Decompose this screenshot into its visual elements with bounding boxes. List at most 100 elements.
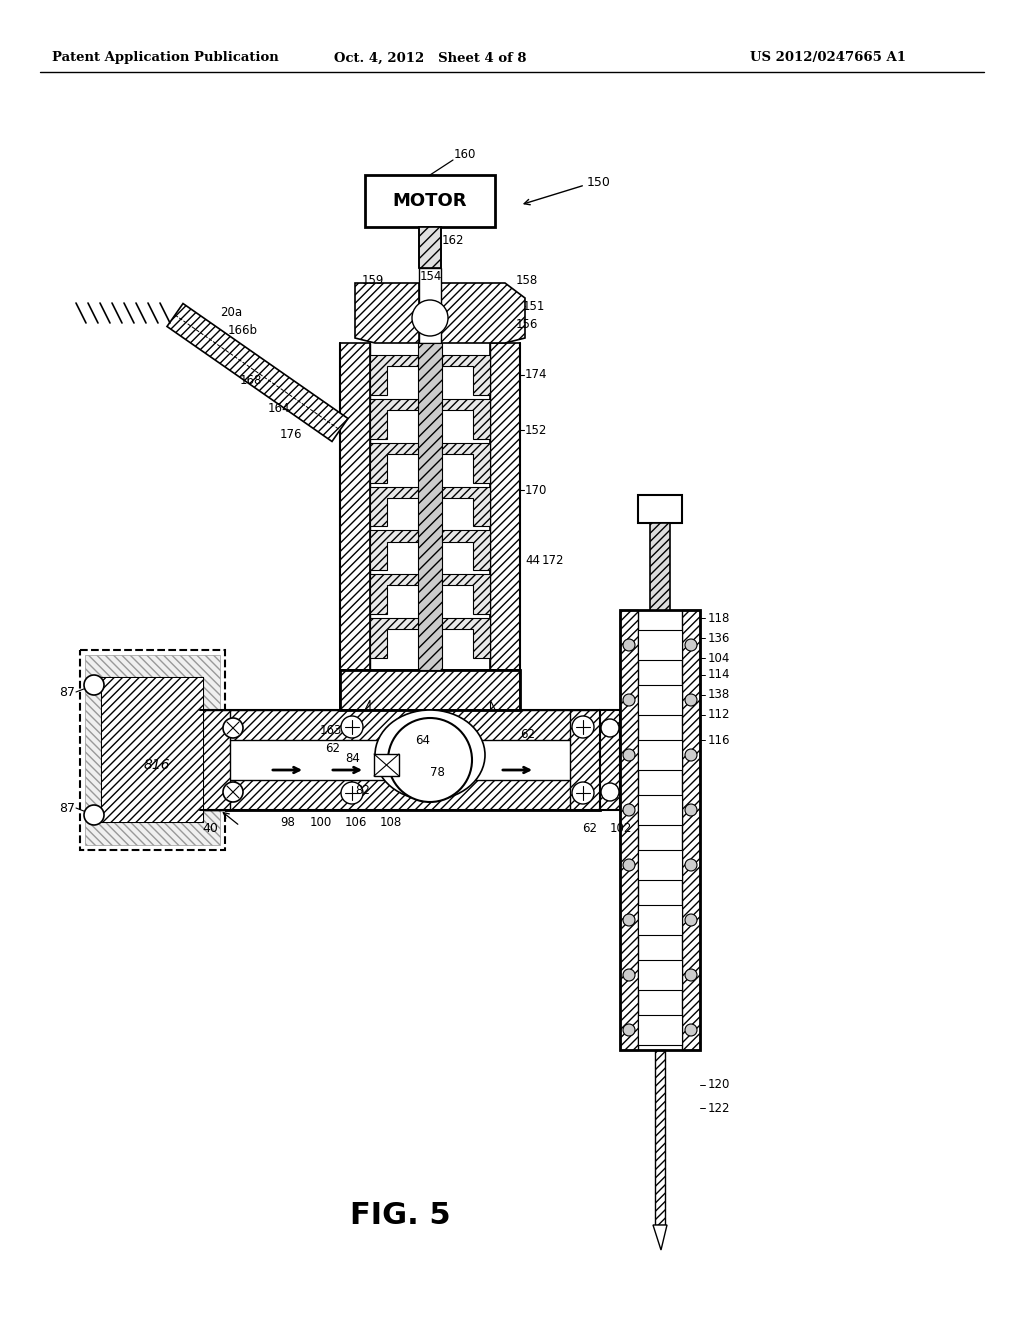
- Bar: [200, 780, 600, 810]
- Bar: [418, 343, 442, 671]
- Bar: [102, 678, 203, 822]
- Circle shape: [341, 715, 362, 738]
- Text: 816: 816: [143, 758, 170, 772]
- Polygon shape: [442, 574, 490, 614]
- Circle shape: [388, 718, 472, 803]
- Text: 62: 62: [325, 742, 340, 755]
- Text: 162: 162: [442, 234, 465, 247]
- Text: 87: 87: [59, 685, 75, 698]
- Polygon shape: [370, 618, 418, 657]
- Bar: [638, 960, 682, 990]
- Text: 170: 170: [525, 483, 548, 496]
- Polygon shape: [442, 618, 490, 657]
- Polygon shape: [370, 355, 418, 395]
- Polygon shape: [370, 399, 418, 438]
- Text: 150: 150: [587, 177, 611, 190]
- Bar: [85, 655, 220, 845]
- Bar: [374, 754, 399, 776]
- Bar: [638, 495, 682, 523]
- Text: 64: 64: [415, 734, 430, 747]
- Circle shape: [623, 913, 635, 927]
- Text: 118: 118: [708, 611, 730, 624]
- Text: 87: 87: [59, 801, 75, 814]
- Text: 158: 158: [516, 273, 539, 286]
- Polygon shape: [653, 1225, 667, 1250]
- Text: 152: 152: [525, 424, 548, 437]
- Polygon shape: [490, 700, 520, 710]
- Text: US 2012/0247665 A1: US 2012/0247665 A1: [750, 51, 906, 65]
- Circle shape: [685, 913, 697, 927]
- Bar: [600, 710, 620, 810]
- Polygon shape: [442, 399, 490, 438]
- Polygon shape: [355, 282, 419, 343]
- Polygon shape: [167, 304, 348, 441]
- Bar: [80, 649, 225, 850]
- Polygon shape: [441, 282, 525, 343]
- Text: 154: 154: [420, 269, 442, 282]
- Text: 159: 159: [362, 273, 384, 286]
- Text: 174: 174: [525, 368, 548, 381]
- Bar: [365, 176, 495, 227]
- Text: 112: 112: [708, 709, 730, 722]
- Circle shape: [685, 804, 697, 816]
- Text: 44: 44: [525, 553, 540, 566]
- Circle shape: [685, 639, 697, 651]
- Polygon shape: [340, 700, 370, 710]
- Text: 62: 62: [520, 729, 535, 742]
- Bar: [570, 710, 600, 810]
- Bar: [682, 610, 700, 1049]
- Circle shape: [685, 748, 697, 762]
- Polygon shape: [370, 531, 418, 570]
- Bar: [340, 671, 520, 710]
- Text: 98: 98: [280, 816, 295, 829]
- Polygon shape: [340, 343, 370, 671]
- Text: 176: 176: [280, 429, 302, 441]
- Bar: [638, 1015, 682, 1045]
- Ellipse shape: [375, 710, 485, 800]
- Bar: [419, 227, 441, 268]
- Text: 102: 102: [610, 821, 633, 834]
- Polygon shape: [442, 355, 490, 395]
- Bar: [638, 685, 682, 715]
- Circle shape: [623, 694, 635, 706]
- Bar: [638, 741, 682, 770]
- Bar: [620, 610, 700, 1049]
- Text: 136: 136: [708, 631, 730, 644]
- Text: 160: 160: [454, 149, 476, 161]
- Text: 114: 114: [708, 668, 730, 681]
- Polygon shape: [442, 487, 490, 527]
- Text: 164: 164: [268, 401, 291, 414]
- Circle shape: [685, 694, 697, 706]
- Text: Patent Application Publication: Patent Application Publication: [52, 51, 279, 65]
- Text: 116: 116: [708, 734, 730, 747]
- Bar: [638, 795, 682, 825]
- Text: 40: 40: [202, 821, 218, 834]
- Circle shape: [223, 718, 243, 738]
- Text: 168: 168: [240, 374, 262, 387]
- Circle shape: [623, 859, 635, 871]
- Circle shape: [685, 969, 697, 981]
- Polygon shape: [442, 531, 490, 570]
- Bar: [638, 630, 682, 660]
- Circle shape: [623, 969, 635, 981]
- Circle shape: [623, 748, 635, 762]
- Text: 106: 106: [345, 816, 368, 829]
- Circle shape: [84, 805, 104, 825]
- Text: 84: 84: [345, 751, 359, 764]
- Polygon shape: [490, 671, 520, 710]
- Text: 78: 78: [430, 766, 444, 779]
- Circle shape: [572, 781, 594, 804]
- Circle shape: [341, 781, 362, 804]
- Text: 166b: 166b: [228, 323, 258, 337]
- Circle shape: [84, 675, 104, 696]
- Polygon shape: [490, 343, 520, 671]
- Circle shape: [223, 781, 243, 803]
- Circle shape: [623, 639, 635, 651]
- Circle shape: [601, 719, 618, 737]
- Bar: [620, 610, 638, 1049]
- Text: 20a: 20a: [220, 306, 242, 319]
- Text: 138: 138: [708, 689, 730, 701]
- Text: 122: 122: [708, 1101, 730, 1114]
- Text: 100: 100: [310, 816, 332, 829]
- Text: 108: 108: [380, 816, 402, 829]
